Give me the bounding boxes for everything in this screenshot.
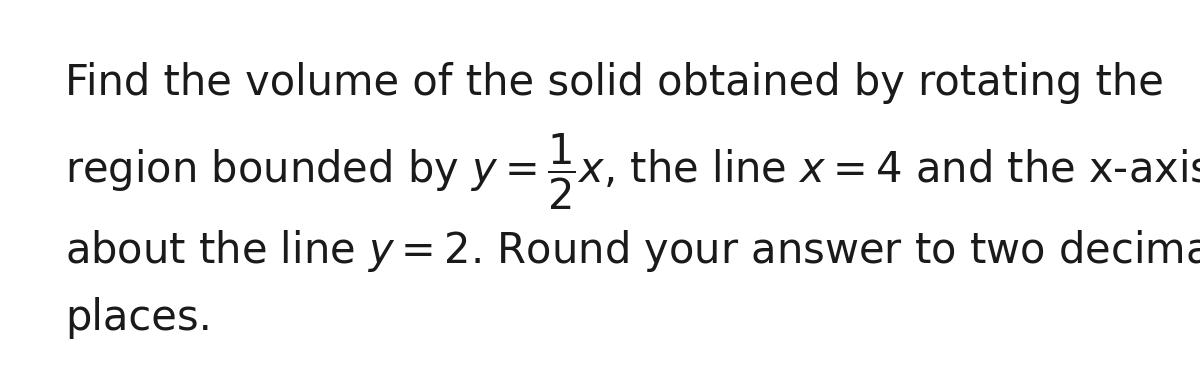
Text: Find the volume of the solid obtained by rotating the: Find the volume of the solid obtained by… — [65, 62, 1164, 104]
Text: region bounded by $y = \dfrac{1}{2}x$, the line $x = 4$ and the x-axis: region bounded by $y = \dfrac{1}{2}x$, t… — [65, 132, 1200, 212]
Text: places.: places. — [65, 297, 212, 339]
Text: about the line $y = 2$. Round your answer to two decimal: about the line $y = 2$. Round your answe… — [65, 228, 1200, 274]
